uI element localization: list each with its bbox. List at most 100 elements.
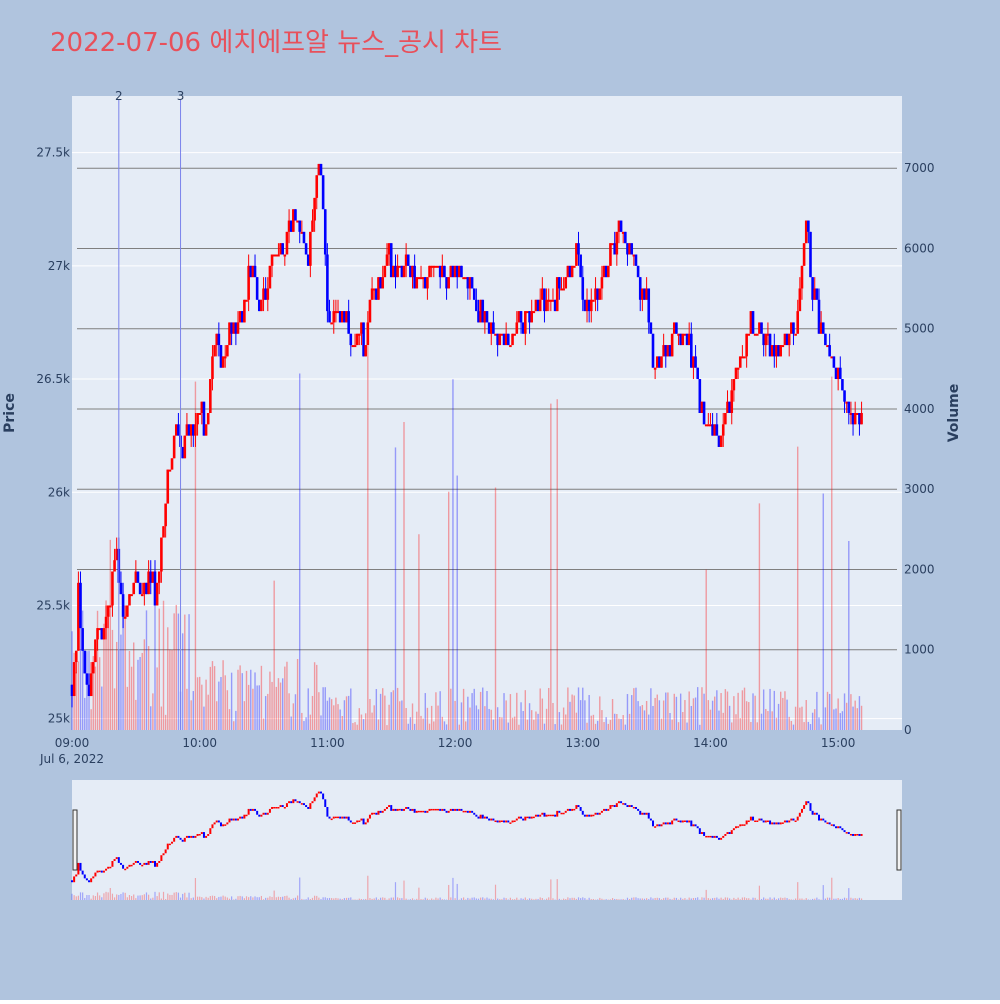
volume-bar [182,633,183,730]
volume-bar [750,722,751,730]
rangeslider-volume-bar [212,896,213,900]
rangeslider-candle [252,809,254,811]
rangeslider-candle [277,807,279,809]
rangeslider-volume-bar [161,899,162,900]
rangeslider-volume-bar [618,899,619,900]
candle-body [122,594,125,617]
rangeslider-candle [588,815,590,817]
candle-body [303,232,306,243]
rangeslider-volume-bar [514,899,515,900]
rangeslider-volume-bar [410,899,411,900]
rangeslider-volume-bar [684,898,685,900]
rangeslider-candle [450,809,452,811]
candle-body [169,470,172,472]
volume-bar [352,723,353,730]
volume-bar [169,649,170,730]
rangeslider-candle [558,811,560,813]
volume-bar [499,717,500,730]
rangeslider-volume-bar [329,898,330,900]
rangeslider-volume-bar [814,899,815,900]
rangeslider-candle [214,822,216,824]
volume-bar [765,709,766,730]
volume-bar [484,706,485,730]
rangeslider-volume-bar [237,896,238,900]
rangeslider-candle [631,805,633,807]
rangeslider-candle [412,809,414,811]
rangeslider-volume-bar [278,897,279,900]
rangeslider-candle [782,822,784,824]
rangeslider-candle [246,815,248,817]
rangeslider-candle [695,824,697,826]
rangeslider-volume-bar [484,898,485,900]
volume-bar [425,693,426,730]
rangeslider-candle [201,832,203,834]
rangeslider-candle [731,830,733,834]
volume-bar [669,713,670,730]
volume-bar [280,683,281,730]
volume-bar [76,672,77,730]
rangeslider-volume-bar [823,885,824,900]
rangeslider-candle [484,817,486,819]
rangeslider-candle [118,857,120,863]
rangeslider-candle [150,861,152,863]
rangeslider-volume-bar [184,893,185,900]
volume-bar [463,689,464,730]
rangeslider-volume-bar [546,899,547,900]
volume-bar [657,695,658,730]
candle-body [828,345,831,356]
rangeslider-volume-bar [533,899,534,900]
volume-bar [163,601,164,730]
rangeslider-candle [73,876,75,882]
rangeslider-volume-bar [646,898,647,900]
volume-bar [112,630,113,730]
rangeslider-volume-bar [308,897,309,900]
rangeslider-candle [190,836,192,838]
rangeslider-volume-bar [676,898,677,900]
rangeslider-volume-bar [333,898,334,900]
rangeslider-candle [575,805,577,809]
rangeslider-candle [673,819,675,821]
rangeslider-candle [382,811,384,813]
rangeslider-volume-bar [361,899,362,900]
candle-body [671,334,674,357]
rangeslider-candle [692,824,694,826]
volume-tick-label: 6000 [904,241,935,255]
rangeslider-candle [424,811,426,813]
news-marker-label: 2 [115,89,123,103]
rangeslider-candle [354,822,356,824]
rangeslider-candle [160,855,162,861]
rangeslider-volume-bar [306,899,307,900]
rangeslider-volume-bar [535,899,536,900]
volume-bar [716,690,717,730]
candle-body [724,413,727,424]
volume-bar [422,719,423,730]
volume-bar [678,722,679,730]
rangeslider-volume-bar [367,876,368,900]
rangeslider-volume-bar [710,899,711,900]
rangeslider-candle [567,809,569,811]
rangeslider-candle [269,809,271,813]
volume-bar [752,693,753,730]
rangeslider-volume-bar [312,898,313,900]
rangeslider-candle [680,821,682,823]
volume-bar [288,693,289,730]
volume-bar [671,720,672,730]
candle-body [364,345,367,356]
rangeslider-candle [586,815,588,817]
volume-bar [625,725,626,730]
rangeslider-volume-bar [780,898,781,900]
rangeslider-candle [184,838,186,842]
rangeslider-volume-bar [778,898,779,900]
volume-bar [227,690,228,730]
rangeslider-candle [254,809,256,811]
rangeslider-volume-bar [716,897,717,900]
rangeslider-volume-bar [340,899,341,900]
rangeslider-candle [186,836,188,838]
volume-bar [593,715,594,730]
volume-bar [652,706,653,730]
volume-bar [71,631,72,730]
volume-bar [127,687,128,730]
volume-bar [563,708,564,730]
rangeslider-candle [80,863,82,871]
rangeslider-candle [652,821,654,827]
